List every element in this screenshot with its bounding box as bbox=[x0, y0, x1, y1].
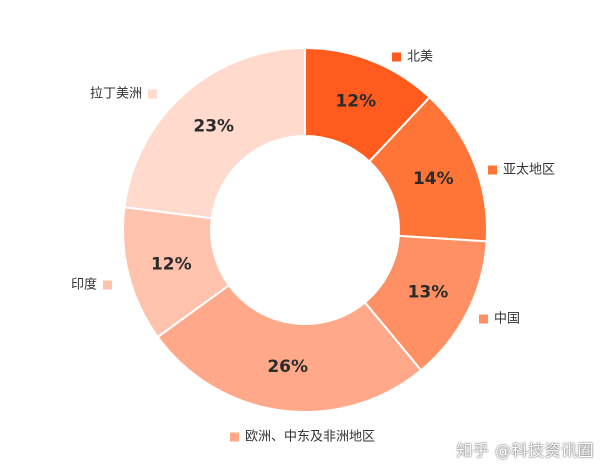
legend-swatch-5 bbox=[148, 89, 157, 99]
legend-label-3: 欧洲、中东及非洲地区 bbox=[245, 430, 375, 445]
legend-label-4: 印度 bbox=[71, 277, 97, 293]
donut-slices bbox=[122, 46, 488, 413]
legend-label-5: 拉丁美洲 bbox=[90, 87, 142, 102]
legend-swatch-1 bbox=[488, 165, 497, 175]
legend-swatch-2 bbox=[479, 314, 488, 324]
slice-percent-label-4: 12% bbox=[151, 254, 192, 274]
legend-label-1: 亚太地区 bbox=[503, 163, 555, 178]
legend-label-2: 中国 bbox=[494, 312, 520, 327]
watermark-text: 知乎 @科技资讯圈 bbox=[456, 441, 594, 460]
legend-swatch-4 bbox=[103, 280, 112, 290]
slice-percent-label-5: 23% bbox=[193, 116, 234, 136]
slice-5 bbox=[123, 46, 306, 220]
legend-swatch-0 bbox=[392, 52, 401, 62]
slice-percent-label-2: 13% bbox=[408, 283, 449, 303]
slice-3 bbox=[156, 283, 423, 413]
slice-percent-labels: 12% 14% 13% 26% 12% 23% bbox=[151, 92, 454, 377]
slice-percent-label-0: 12% bbox=[335, 92, 376, 112]
slice-percent-label-3: 26% bbox=[267, 357, 308, 377]
legend-swatch-3 bbox=[230, 432, 239, 442]
slice-percent-label-1: 14% bbox=[413, 169, 454, 189]
legend-label-0: 北美 bbox=[407, 50, 433, 65]
